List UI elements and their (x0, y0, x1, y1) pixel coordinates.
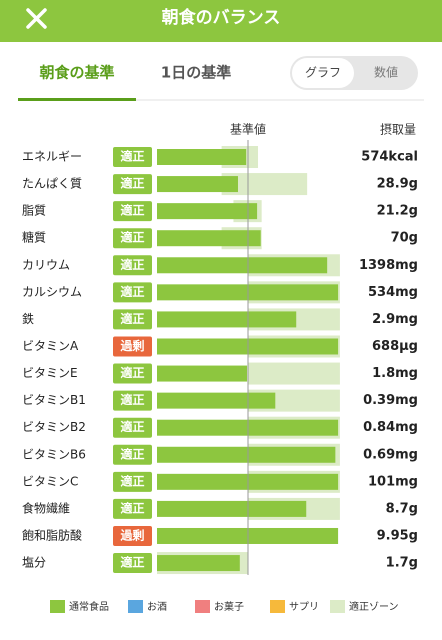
tab-indicator (18, 98, 136, 101)
nutrient-name: 飽和脂肪酸 (22, 527, 82, 542)
intake-value: 0.84mg (363, 420, 418, 435)
header-title: 朝食のバランス (162, 7, 281, 28)
intake-value: 9.95g (377, 528, 418, 543)
status-badge (113, 174, 152, 195)
status-label: 適正 (120, 176, 144, 191)
bar (157, 176, 238, 193)
status-badge (113, 228, 152, 249)
nutrient-name: カリウム (22, 258, 70, 272)
status-badge (113, 363, 152, 384)
legend-label: お菓子 (214, 601, 244, 613)
bar (157, 311, 297, 328)
status-badge (113, 282, 152, 303)
intake-value: 101mg (368, 474, 418, 489)
status-badge (113, 390, 152, 411)
intake-value: 21.2g (377, 204, 418, 219)
nutrient-name: たんぱく質 (22, 176, 82, 191)
bar (157, 365, 248, 382)
nutrient-name: ビタミンA (22, 339, 79, 353)
intake-value: 1.7g (386, 556, 418, 571)
status-label: 適正 (120, 555, 144, 570)
legend-swatch (330, 600, 345, 613)
legend-swatch (50, 600, 65, 613)
nutrient-name: 塩分 (22, 555, 46, 570)
close-button[interactable] (26, 8, 47, 29)
nutrient-name: ビタミンC (22, 474, 78, 488)
bar (157, 230, 261, 247)
nutrient-name: 糖質 (22, 230, 46, 245)
nutrient-name: 鉄 (22, 311, 34, 326)
legend-swatch (128, 600, 143, 613)
status-badge (113, 417, 152, 438)
bar (157, 149, 247, 165)
status-badge (113, 553, 152, 574)
nutrient-name: カルシウム (22, 285, 82, 299)
nutrient-name: ビタミンE (22, 366, 78, 380)
status-badge (113, 255, 152, 276)
status-badge (113, 201, 152, 222)
nutrient-name: ビタミンB6 (22, 447, 86, 461)
status-label: 適正 (120, 230, 144, 245)
status-label: 適正 (120, 392, 144, 407)
legend-swatch (270, 600, 285, 613)
intake-value: 2.9mg (372, 312, 418, 327)
nutrient-name: エネルギー (22, 150, 82, 164)
intake-value: 0.69mg (363, 447, 418, 462)
bar (157, 392, 276, 409)
status-label: 適正 (120, 500, 144, 515)
toggle-option[interactable]: グラフ (305, 66, 341, 80)
intake-value: 574kcal (361, 150, 418, 165)
status-label: 適正 (120, 284, 144, 299)
legend-label: サプリ (289, 601, 319, 613)
intake-value: 688μg (372, 339, 418, 354)
legend-label: 通常食品 (69, 600, 109, 613)
intake-value: 1398mg (359, 258, 418, 273)
status-label: 適正 (120, 365, 144, 380)
zone (248, 362, 340, 385)
intake-value: 70g (391, 231, 418, 246)
intake-value: 8.7g (386, 501, 418, 516)
column-header: 摂取量 (380, 122, 416, 137)
nutrient-name: 脂質 (22, 203, 46, 218)
tab[interactable]: 朝食の基準 (39, 64, 114, 82)
intake-value: 0.39mg (363, 393, 418, 408)
tab[interactable]: 1日の基準 (161, 64, 231, 82)
bar (157, 500, 307, 517)
status-label: 適正 (120, 149, 144, 164)
status-label: 過剰 (119, 527, 144, 542)
status-badge (113, 147, 152, 167)
nutrient-name: 食物繊維 (22, 500, 70, 515)
status-badge (113, 498, 152, 519)
status-badge (113, 336, 152, 357)
legend-label: 適正ゾーン (349, 600, 399, 613)
column-header: 基準値 (230, 122, 266, 137)
nutrient-name: ビタミンB1 (22, 393, 86, 407)
status-label: 適正 (120, 203, 144, 218)
intake-value: 534mg (368, 285, 418, 300)
status-label: 適正 (120, 446, 144, 461)
bar (157, 446, 336, 463)
status-label: 適正 (120, 257, 144, 272)
status-label: 適正 (120, 419, 144, 434)
zone (221, 173, 308, 196)
status-label: 過剰 (119, 338, 144, 353)
toggle-selected (292, 58, 354, 88)
bar (157, 203, 258, 220)
status-badge (113, 444, 152, 465)
nutrient-name: ビタミンB2 (22, 420, 86, 434)
status-badge (113, 471, 152, 492)
bar (157, 257, 328, 274)
intake-value: 28.9g (377, 177, 418, 192)
header-bar (0, 0, 442, 42)
toggle-option[interactable]: 数値 (374, 65, 398, 80)
bar (157, 555, 240, 572)
intake-value: 1.8mg (372, 366, 418, 381)
status-badge (113, 525, 152, 546)
legend-label: お酒 (147, 601, 167, 613)
status-label: 適正 (120, 473, 144, 488)
legend-swatch (195, 600, 210, 613)
status-label: 適正 (120, 311, 144, 326)
status-badge (113, 309, 152, 330)
